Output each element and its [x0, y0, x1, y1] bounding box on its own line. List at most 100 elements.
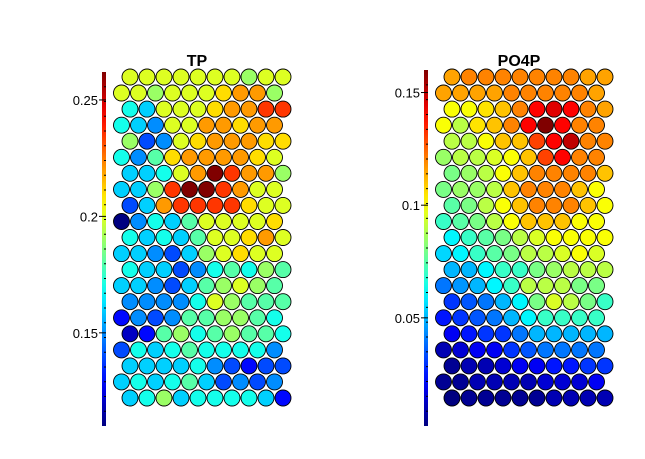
hex-cell	[257, 68, 275, 86]
hex-cell	[443, 100, 461, 118]
hex-cell	[172, 196, 190, 214]
hex-cell	[579, 357, 597, 375]
hex-cell	[249, 213, 266, 230]
hex-cell	[138, 68, 156, 86]
hex-cell	[477, 389, 495, 407]
hex-cell	[460, 229, 478, 246]
hex-cell	[232, 116, 249, 134]
hex-cell	[528, 261, 546, 279]
hex-cell	[274, 100, 292, 118]
hex-cell	[596, 325, 614, 343]
panel-title-po4p: PO4P	[498, 53, 541, 70]
hex-cell	[469, 309, 486, 327]
hex-cell	[155, 100, 173, 118]
hex-cell	[452, 373, 469, 391]
hex-cell	[155, 389, 173, 407]
hex-cell	[477, 261, 495, 279]
hex-cell	[494, 100, 512, 118]
hex-cell	[274, 389, 292, 407]
hex-cell	[164, 213, 181, 230]
hex-cell	[545, 389, 563, 407]
hex-cell	[130, 309, 147, 327]
hex-cell	[503, 309, 520, 327]
hex-cell	[181, 309, 198, 327]
hex-cell	[503, 277, 520, 295]
hex-cell	[147, 373, 164, 391]
hex-cell	[460, 325, 478, 343]
hex-cell	[520, 277, 537, 295]
hex-cell	[257, 293, 275, 311]
hex-cell	[486, 84, 503, 102]
hex-cell	[537, 116, 554, 134]
hex-cell	[520, 373, 537, 391]
hex-cell	[121, 261, 139, 279]
hex-cell	[554, 148, 571, 166]
hex-cell	[274, 357, 292, 375]
hex-cell	[249, 341, 266, 359]
hex-cell	[249, 309, 266, 327]
hex-cell	[189, 293, 207, 311]
hex-cell	[189, 357, 207, 375]
hex-cell	[113, 245, 130, 263]
hex-cell	[562, 68, 580, 86]
hex-cell	[562, 132, 580, 150]
hex-cell	[198, 277, 215, 295]
hex-cell	[562, 164, 580, 182]
hex-cell	[121, 325, 139, 343]
hex-cell	[452, 341, 469, 359]
hex-cell	[443, 325, 461, 343]
hex-cell	[494, 357, 512, 375]
hex-cell	[588, 213, 605, 230]
hex-cell	[266, 116, 283, 134]
hex-cell	[528, 325, 546, 343]
hex-cell	[138, 389, 156, 407]
hex-cell	[266, 180, 283, 198]
hex-grid-tp	[113, 68, 292, 407]
hex-cell	[147, 341, 164, 359]
hex-cell	[477, 325, 495, 343]
hex-cell	[172, 229, 190, 246]
hex-cell	[223, 164, 241, 182]
hex-cell	[113, 116, 130, 134]
hex-cell	[494, 389, 512, 407]
hex-cell	[223, 293, 241, 311]
hex-cell	[172, 261, 190, 279]
hex-cell	[486, 148, 503, 166]
hex-cell	[232, 213, 249, 230]
hex-cell	[494, 164, 512, 182]
hex-cell	[503, 84, 520, 102]
hex-cell	[240, 389, 258, 407]
hex-cell	[147, 213, 164, 230]
hex-cell	[147, 277, 164, 295]
hex-cell	[554, 309, 571, 327]
hex-cell	[147, 180, 164, 198]
hex-cell	[511, 389, 529, 407]
hex-cell	[528, 229, 546, 246]
hex-cell	[511, 325, 529, 343]
hex-cell	[435, 84, 452, 102]
hex-cell	[181, 84, 198, 102]
hex-cell	[189, 132, 207, 150]
hex-cell	[130, 180, 147, 198]
hex-cell	[469, 148, 486, 166]
hex-cell	[554, 213, 571, 230]
hex-cell	[443, 229, 461, 246]
hex-cell	[206, 196, 224, 214]
hex-cell	[172, 100, 190, 118]
hex-cell	[223, 196, 241, 214]
hex-cell	[520, 213, 537, 230]
hex-cell	[520, 180, 537, 198]
hex-cell	[443, 389, 461, 407]
hex-cell	[486, 245, 503, 263]
hex-cell	[579, 164, 597, 182]
hex-cell	[469, 180, 486, 198]
hex-cell	[232, 309, 249, 327]
hex-cell	[554, 373, 571, 391]
hex-cell	[240, 132, 258, 150]
hex-cell	[232, 180, 249, 198]
hex-cell	[138, 100, 156, 118]
hex-cell	[537, 373, 554, 391]
hex-cell	[469, 84, 486, 102]
hex-cell	[443, 293, 461, 311]
hex-cell	[198, 373, 215, 391]
